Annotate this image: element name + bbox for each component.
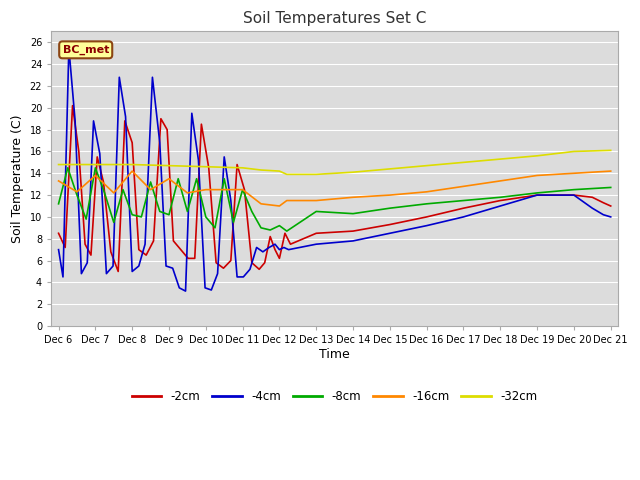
Legend: -2cm, -4cm, -8cm, -16cm, -32cm: -2cm, -4cm, -8cm, -16cm, -32cm xyxy=(127,385,542,408)
X-axis label: Time: Time xyxy=(319,348,350,361)
Y-axis label: Soil Temperature (C): Soil Temperature (C) xyxy=(11,114,24,243)
Title: Soil Temperatures Set C: Soil Temperatures Set C xyxy=(243,11,426,26)
Text: BC_met: BC_met xyxy=(63,45,109,55)
